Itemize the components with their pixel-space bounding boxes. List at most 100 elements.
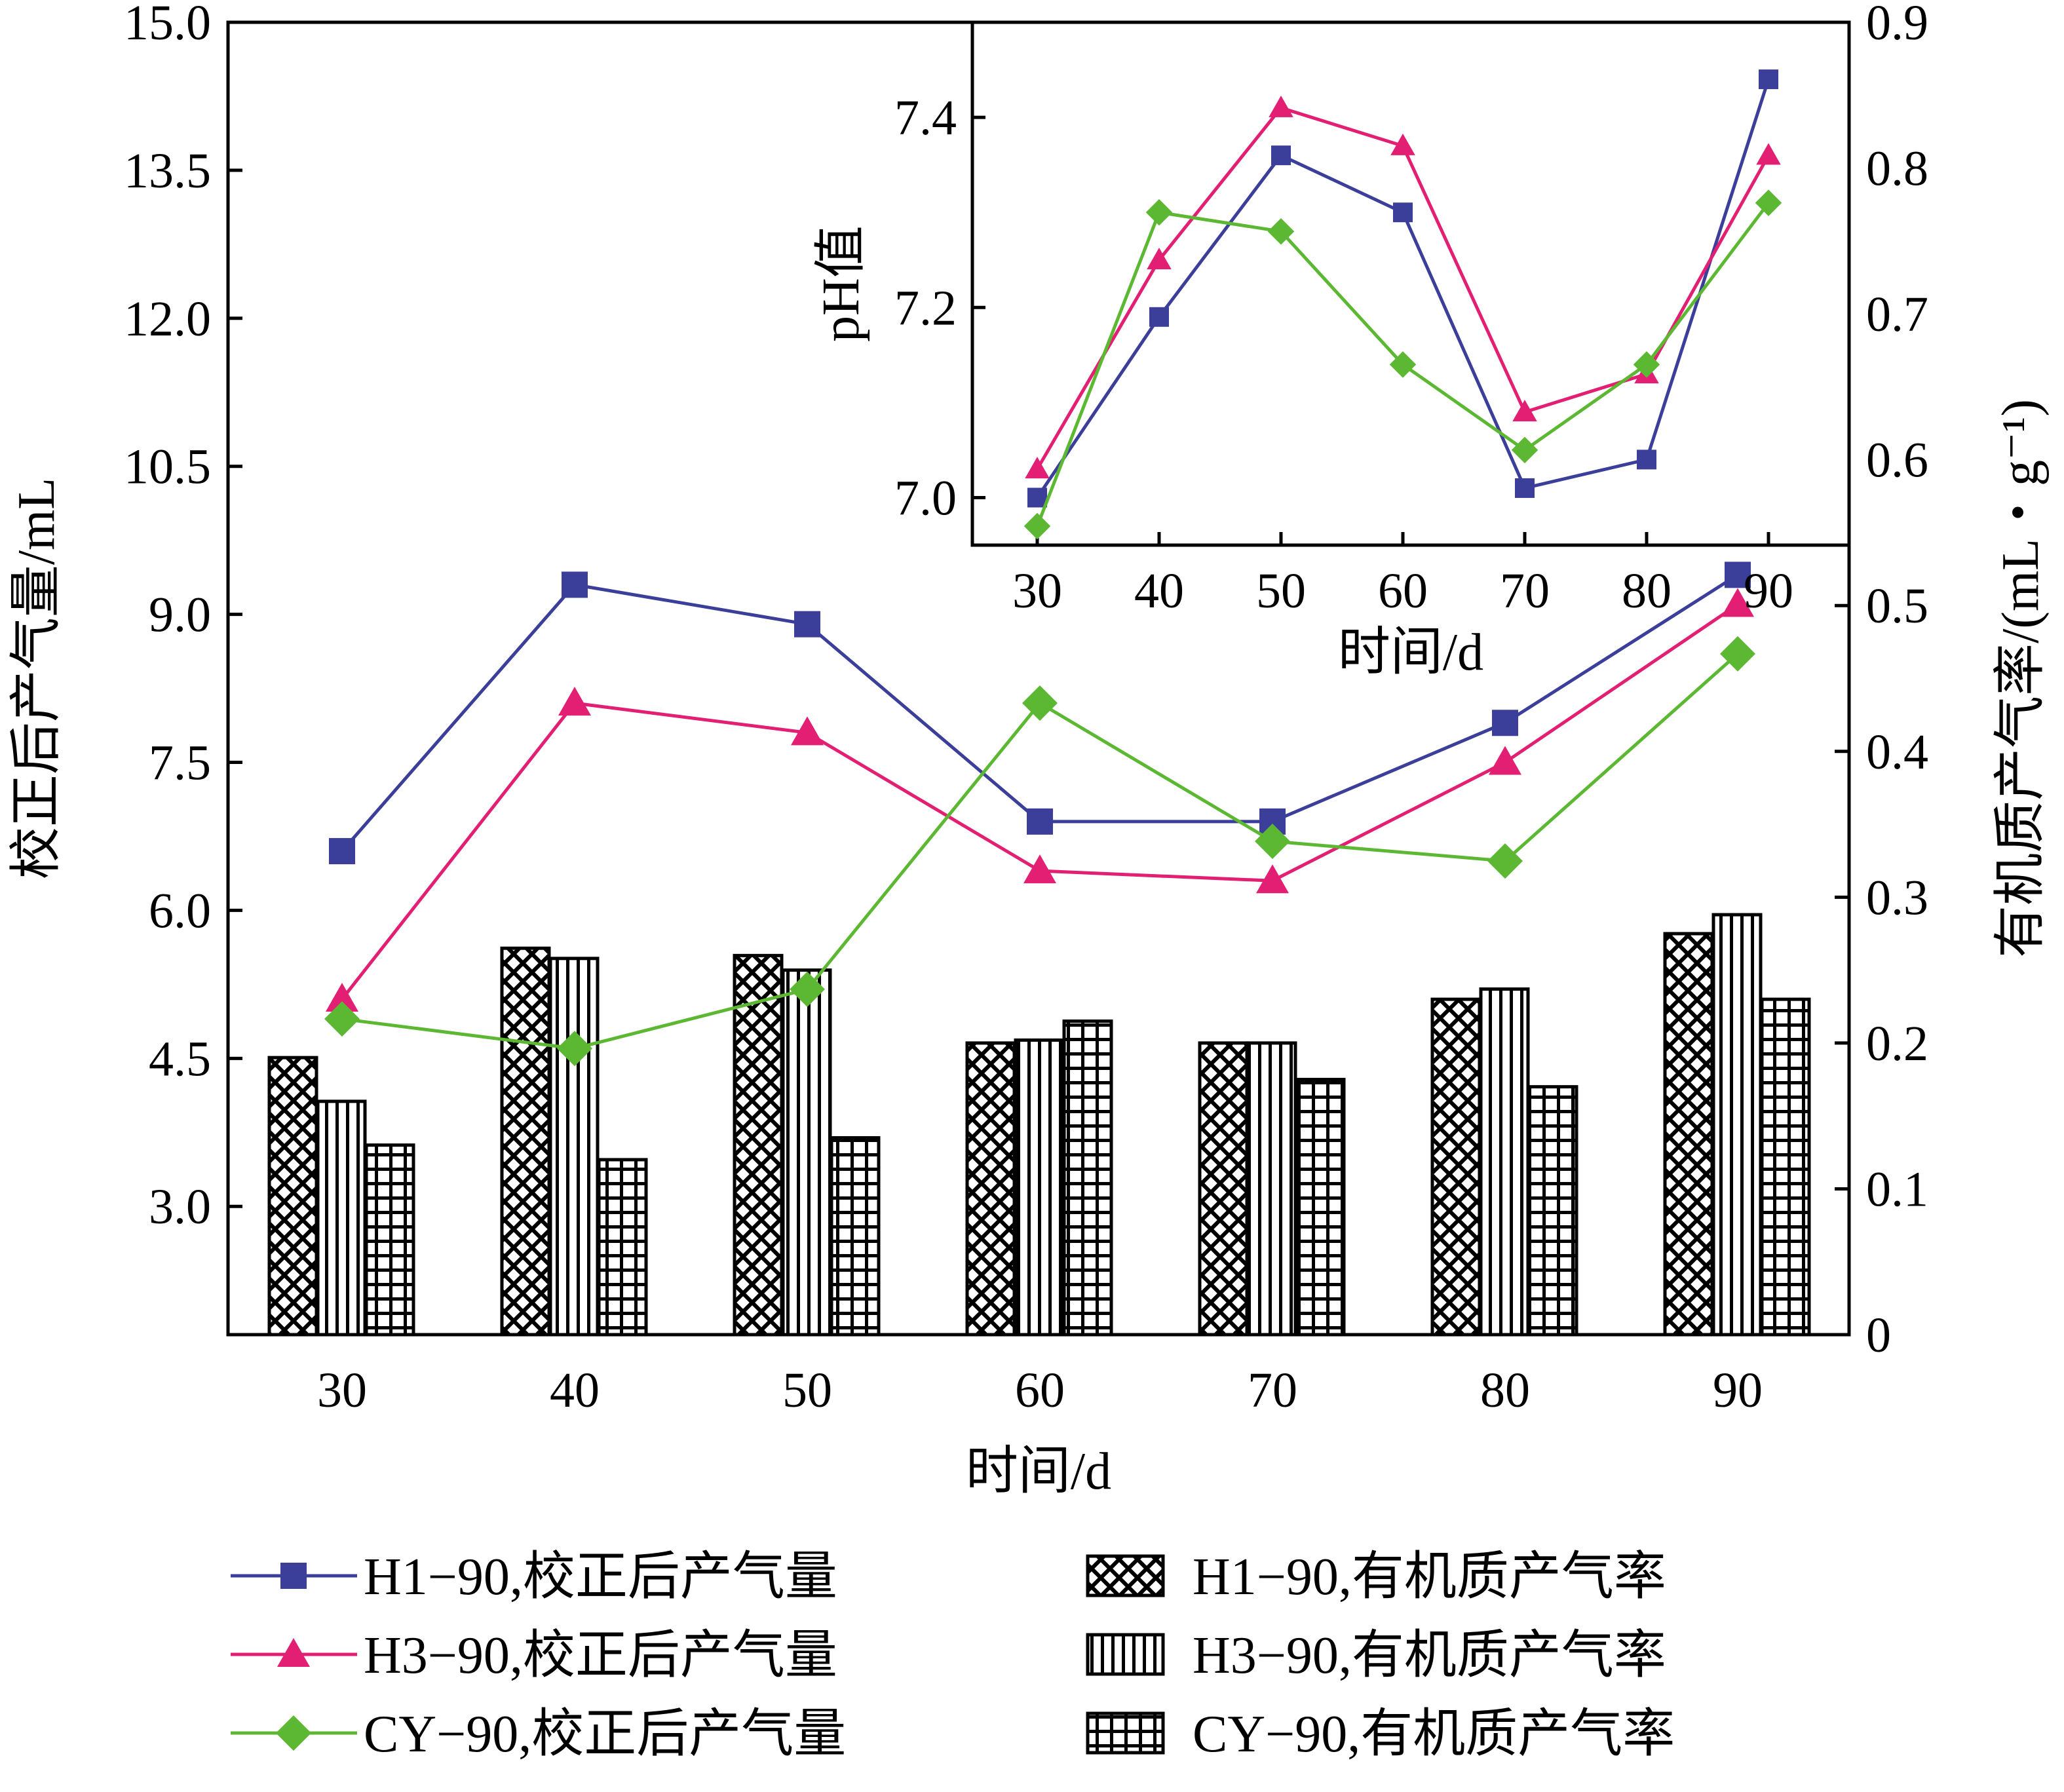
bar-crosshatch bbox=[500, 946, 551, 1337]
left-tick-label: 9.0 bbox=[149, 588, 211, 643]
inset-x-tick-label: 80 bbox=[1622, 563, 1672, 619]
point-diamond bbox=[1255, 823, 1290, 859]
x-axis-label: 时间/d bbox=[966, 1443, 1111, 1500]
point-square bbox=[1492, 710, 1518, 736]
inset-point-square bbox=[1759, 69, 1778, 90]
left-tick-label: 3.0 bbox=[149, 1179, 211, 1234]
left-tick-label: 7.5 bbox=[149, 736, 211, 791]
bar-crosshatch bbox=[267, 1056, 318, 1337]
left-tick-label: 12.0 bbox=[124, 292, 211, 347]
inset-point-square bbox=[1271, 145, 1291, 166]
bar-vertical bbox=[781, 968, 832, 1337]
point-triangle bbox=[791, 716, 824, 746]
point-diamond bbox=[790, 971, 825, 1007]
bar-vertical bbox=[1479, 987, 1530, 1337]
inset-y-tick-label: 7.2 bbox=[894, 280, 957, 335]
inset-point-square bbox=[1637, 449, 1656, 470]
inset-ph-chart: 7.0 7.2 7.4 30 40 50 60 70 80 90 时间/d pH值 bbox=[812, 20, 1851, 681]
point-diamond bbox=[1720, 636, 1755, 672]
line-triangle bbox=[341, 603, 1739, 1001]
inset-x-tick-label: 70 bbox=[1500, 563, 1550, 619]
point-square bbox=[1027, 808, 1053, 835]
point-triangle bbox=[1489, 746, 1521, 775]
left-tick-label: 15.0 bbox=[124, 0, 211, 50]
inset-plot-frame bbox=[970, 20, 1851, 547]
bar-grid bbox=[364, 1143, 415, 1337]
legend-bar-swatch-crosshatch bbox=[1086, 1554, 1165, 1597]
inset-point-diamond bbox=[1755, 189, 1782, 216]
x-tick-label: 30 bbox=[317, 1363, 367, 1418]
inset-x-tick-label: 40 bbox=[1134, 563, 1184, 619]
inset-point-triangle bbox=[1147, 247, 1172, 269]
right-tick-label: 0.7 bbox=[1866, 287, 1928, 342]
bar-grid bbox=[1760, 997, 1811, 1337]
right-tick-label: 0.5 bbox=[1866, 579, 1928, 634]
point-square bbox=[794, 611, 820, 638]
inset-y-axis-label: pH值 bbox=[812, 225, 870, 342]
inset-point-square bbox=[1149, 307, 1169, 327]
main-chart: 3.0 4.5 6.0 7.5 9.0 10.5 12.0 13.5 15.0 0 0.1 0.2 0.… bbox=[8, 0, 2050, 1500]
point-diamond bbox=[1487, 843, 1523, 879]
legend-line-label: CY−90,校正后产气量 bbox=[364, 1706, 846, 1763]
point-square bbox=[1725, 562, 1751, 588]
x-tick-label: 60 bbox=[1015, 1363, 1065, 1418]
bar-grid bbox=[1295, 1078, 1346, 1337]
inset-point-triangle bbox=[1390, 133, 1415, 155]
inset-x-tick-label: 90 bbox=[1744, 563, 1793, 619]
bar-vertical bbox=[1014, 1038, 1065, 1337]
inset-point-diamond bbox=[1023, 512, 1051, 540]
inset-point-square bbox=[1393, 202, 1413, 223]
left-tick-label: 4.5 bbox=[149, 1031, 211, 1086]
x-tick-label: 70 bbox=[1248, 1363, 1297, 1418]
legend-marker-square bbox=[280, 1563, 307, 1589]
left-tick-label: 13.5 bbox=[124, 143, 211, 199]
right-tick-label: 0.4 bbox=[1866, 725, 1928, 780]
left-tick-label: 6.0 bbox=[149, 883, 211, 938]
right-tick-label: 0.8 bbox=[1866, 142, 1928, 197]
legend: H1−90,校正后产气量 H3−90,校正后产气量 CY−90,校正后产气量 H1−9… bbox=[231, 1548, 1675, 1763]
inset-x-axis-label: 时间/d bbox=[1338, 624, 1483, 681]
inset-x-tick-label: 50 bbox=[1256, 563, 1306, 619]
inset-point-square bbox=[1027, 487, 1047, 508]
bar-crosshatch bbox=[733, 953, 784, 1337]
inset-point-diamond bbox=[1511, 436, 1538, 464]
inset-y-tick-label: 7.4 bbox=[894, 90, 957, 145]
legend-marker-diamond bbox=[276, 1715, 311, 1751]
bar-grid bbox=[1527, 1085, 1578, 1337]
bar-crosshatch bbox=[1430, 997, 1481, 1337]
point-triangle bbox=[558, 687, 591, 716]
inset-point-diamond bbox=[1145, 199, 1173, 226]
inset-point-diamond bbox=[1633, 351, 1660, 378]
point-diamond bbox=[557, 1031, 592, 1067]
inset-x-tick-label: 30 bbox=[1012, 563, 1062, 619]
x-tick-label: 40 bbox=[550, 1363, 600, 1418]
legend-bar-swatch-grid bbox=[1086, 1711, 1165, 1755]
x-tick-label: 90 bbox=[1713, 1363, 1763, 1418]
point-diamond bbox=[324, 1001, 360, 1037]
right-y-axis-label: 有机质产气率/(mL・g⁻¹) bbox=[1992, 399, 2050, 958]
point-diamond bbox=[1022, 685, 1058, 721]
bar-crosshatch bbox=[1663, 932, 1714, 1337]
point-square bbox=[562, 571, 588, 598]
left-y-axis-label: 校正后产气量/mL bbox=[8, 478, 66, 879]
bar-vertical bbox=[1711, 913, 1763, 1337]
legend-marker-triangle bbox=[277, 1638, 310, 1667]
point-square bbox=[329, 838, 355, 865]
inset-point-triangle bbox=[1025, 457, 1050, 479]
point-triangle bbox=[1256, 864, 1289, 894]
left-tick-label: 10.5 bbox=[124, 440, 211, 495]
right-tick-label: 0.3 bbox=[1866, 870, 1928, 925]
right-tick-label: 0.6 bbox=[1866, 433, 1928, 488]
bar-grid bbox=[597, 1158, 648, 1337]
point-triangle bbox=[1023, 854, 1056, 884]
inset-point-diamond bbox=[1389, 351, 1417, 378]
right-tick-label: 0 bbox=[1866, 1308, 1891, 1363]
x-tick-label: 50 bbox=[782, 1363, 832, 1418]
point-triangle bbox=[1721, 588, 1754, 617]
right-tick-label: 0.9 bbox=[1866, 0, 1928, 50]
inset-point-triangle bbox=[1756, 143, 1781, 165]
inset-point-square bbox=[1515, 478, 1535, 498]
legend-line-label: H1−90,校正后产气量 bbox=[364, 1548, 837, 1606]
x-tick-label: 80 bbox=[1480, 1363, 1530, 1418]
